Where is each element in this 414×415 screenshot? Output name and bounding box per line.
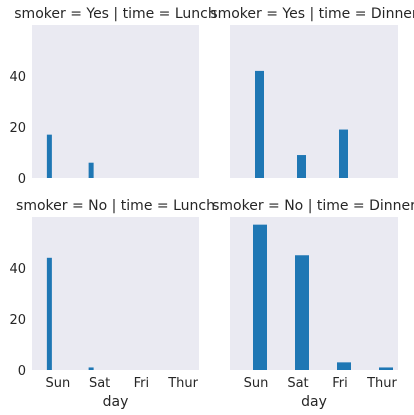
bar-sat (295, 255, 309, 370)
bar-thur (379, 367, 393, 370)
y-tick-label: 40 (9, 70, 26, 85)
panel-1: smoker = Yes | time = Lunch 0 20 40 (9, 6, 216, 187)
y-tick-label: 20 (9, 313, 26, 328)
bar-fri (337, 362, 351, 370)
panel-2: smoker = Yes | time = Dinner (210, 6, 414, 178)
y-tick-label: 0 (18, 172, 26, 187)
panel-background (32, 25, 199, 178)
y-tick-label: 20 (9, 121, 26, 136)
x-tick-label: Sun (244, 376, 269, 391)
x-tick-label: Fri (332, 376, 348, 391)
x-tick-label: Sun (46, 376, 71, 391)
x-tick-label: Sat (287, 376, 308, 391)
bar-sun (46, 257, 52, 370)
facet-title: smoker = Yes | time = Lunch (14, 6, 216, 22)
bar-sat (297, 155, 306, 178)
facet-title: smoker = Yes | time = Dinner (210, 6, 414, 22)
panel-4: smoker = No | time = Dinner Sun Sat Fri Thur… (212, 198, 414, 410)
bar-sat (88, 162, 94, 178)
facet-title: smoker = No | time = Dinner (212, 198, 414, 214)
x-tick-label: Thur (366, 376, 397, 391)
bar-sun (255, 70, 264, 178)
panel-background (32, 217, 199, 370)
x-tick-label: Sat (89, 376, 110, 391)
y-tick-label: 0 (18, 364, 26, 379)
x-axis-label: day (301, 394, 327, 410)
x-axis-label: day (103, 394, 129, 410)
panel-3: smoker = No | time = Lunch 0 20 40 Sun Sat Fri… (9, 198, 215, 410)
bar-sat (88, 367, 94, 370)
bar-sun (46, 134, 52, 178)
facet-title: smoker = No | time = Lunch (16, 198, 215, 214)
bar-fri (339, 129, 348, 178)
bar-sun (253, 224, 267, 370)
y-tick-label: 40 (9, 262, 26, 277)
x-tick-label: Fri (134, 376, 150, 391)
x-tick-label: Thur (167, 376, 198, 391)
